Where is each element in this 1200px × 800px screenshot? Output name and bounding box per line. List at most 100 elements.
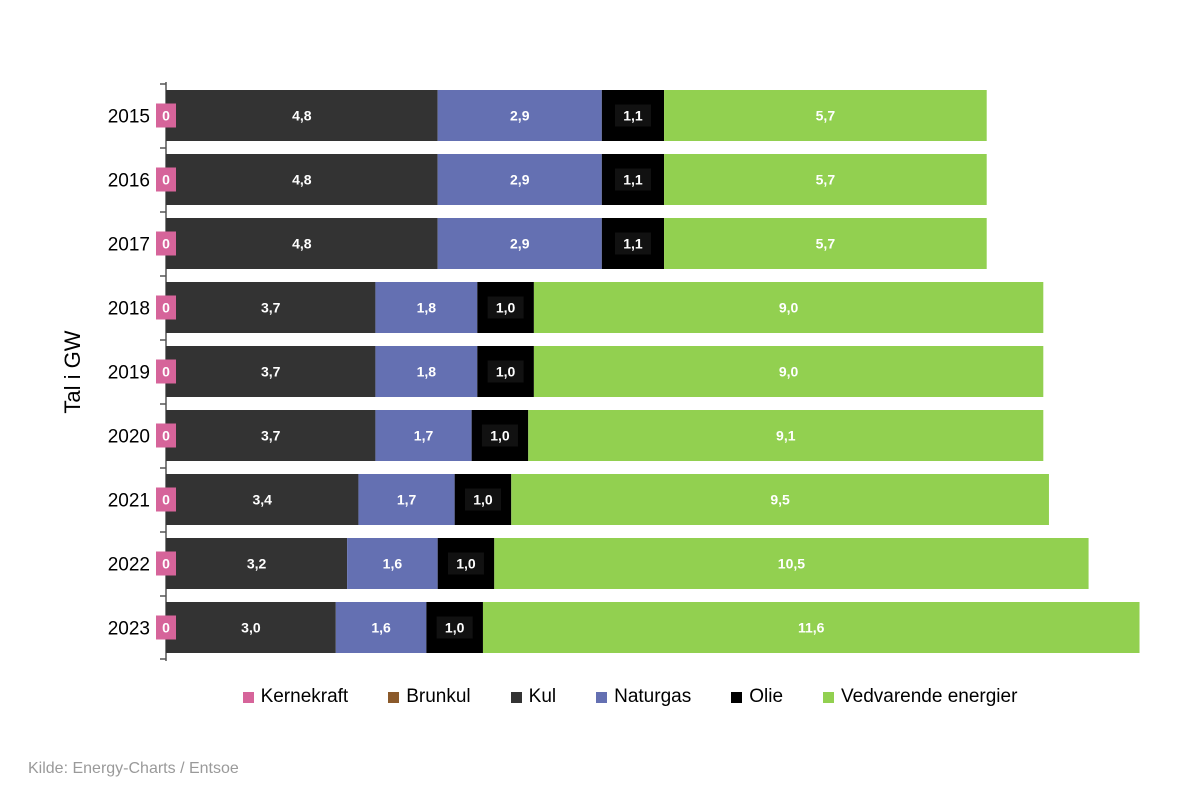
legend-swatch xyxy=(596,691,608,703)
data-label-box xyxy=(481,424,518,447)
category-label: 2018 xyxy=(108,299,150,320)
legend-label: Vedvarende energier xyxy=(841,686,1018,707)
bar-segment xyxy=(494,538,1089,589)
data-label: 1,0 xyxy=(496,364,516,380)
bar-segment xyxy=(664,218,987,269)
bar-segment xyxy=(166,154,438,205)
data-label-box xyxy=(156,487,176,512)
source-note: Kilde: Energy-Charts / Entsoe xyxy=(28,760,239,777)
bar-segment xyxy=(335,602,427,653)
data-label: 1,8 xyxy=(417,300,437,316)
data-label-box xyxy=(436,616,473,639)
legend-item: Brunkul xyxy=(388,686,471,708)
data-label: 0 xyxy=(162,620,170,636)
legend-item: Olie xyxy=(731,686,783,708)
category-label: 2017 xyxy=(108,235,150,256)
bar-segment xyxy=(166,410,376,461)
legend-item: Vedvarende energier xyxy=(823,686,1017,708)
data-label: 10,5 xyxy=(778,556,805,572)
data-label: 3,7 xyxy=(261,428,281,444)
bar-segment xyxy=(166,346,376,397)
bar-segment xyxy=(166,218,438,269)
bar-segment xyxy=(166,90,438,141)
data-label: 4,8 xyxy=(292,172,312,188)
data-label: 0 xyxy=(162,172,170,188)
legend-item: Kul xyxy=(510,686,557,708)
bar-segment xyxy=(166,282,376,333)
bar-segment xyxy=(437,218,602,269)
legend-item: Naturgas xyxy=(596,686,691,708)
bar-segment xyxy=(375,282,478,333)
legend-swatch xyxy=(388,691,400,703)
legend: Kernekraft Brunkul Kul Naturgas Olie Vedvaren… xyxy=(0,686,1200,708)
data-label: 0 xyxy=(162,300,170,316)
legend-label: Naturgas xyxy=(614,686,692,707)
legend-swatch xyxy=(242,691,254,703)
legend-item: Kernekraft xyxy=(242,686,349,708)
legend-label: Olie xyxy=(749,686,784,707)
bar-segment xyxy=(664,154,987,205)
bar-segment xyxy=(511,474,1049,525)
data-label: 1,0 xyxy=(473,492,493,508)
data-label: 0 xyxy=(162,428,170,444)
bar-segment xyxy=(166,538,348,589)
data-label: 1,6 xyxy=(371,620,391,636)
data-label: 4,8 xyxy=(292,236,312,252)
data-label: 1,7 xyxy=(397,492,417,508)
data-label: 1,1 xyxy=(623,108,643,124)
data-label-box xyxy=(156,103,176,128)
data-label: 3,2 xyxy=(247,556,267,572)
data-label: 1,8 xyxy=(417,364,437,380)
data-label-box xyxy=(156,167,176,192)
bar-segment xyxy=(528,410,1044,461)
data-label: 1,0 xyxy=(456,556,476,572)
data-label: 5,7 xyxy=(816,172,836,188)
data-label: 1,0 xyxy=(490,428,510,444)
data-label: 9,5 xyxy=(770,492,790,508)
bar-segment xyxy=(166,602,336,653)
data-label: 3,7 xyxy=(261,300,281,316)
data-label: 3,7 xyxy=(261,364,281,380)
data-label-box xyxy=(156,615,176,640)
data-label-box xyxy=(464,488,501,511)
data-label: 0 xyxy=(162,492,170,508)
data-label: 0 xyxy=(162,236,170,252)
stacked-bar-chart: Tal i GW 2015 4,8 2,9 1,1 5,7 0 2016 4,8 2,9 1,1 5… xyxy=(60,82,1140,661)
bar-segment xyxy=(437,154,602,205)
category-label: 2021 xyxy=(108,491,150,512)
data-label-box xyxy=(156,423,176,448)
data-label: 1,1 xyxy=(623,236,643,252)
bar-segment xyxy=(533,346,1044,397)
category-label: 2022 xyxy=(108,555,150,576)
category-label: 2019 xyxy=(108,363,150,384)
data-label: 1,6 xyxy=(383,556,403,572)
legend-label: Brunkul xyxy=(406,686,471,707)
category-label: 2023 xyxy=(108,619,150,640)
bar-segment xyxy=(664,90,987,141)
data-label: 4,8 xyxy=(292,108,312,124)
data-label: 1,7 xyxy=(414,428,434,444)
data-label: 9,0 xyxy=(779,300,799,316)
category-label: 2015 xyxy=(108,107,150,128)
data-label: 2,9 xyxy=(510,236,530,252)
data-label-box xyxy=(487,360,524,383)
data-label-box xyxy=(156,359,176,384)
data-label: 1,0 xyxy=(445,620,465,636)
data-label: 0 xyxy=(162,364,170,380)
legend-label: Kul xyxy=(528,686,557,707)
legend-label: Kernekraft xyxy=(260,686,349,707)
data-label: 3,0 xyxy=(241,620,261,636)
data-label: 11,6 xyxy=(798,620,825,636)
data-label: 0 xyxy=(162,108,170,124)
bar-segment xyxy=(482,602,1140,653)
legend-swatch xyxy=(731,691,743,703)
bar-segment xyxy=(375,410,472,461)
bar-segment xyxy=(533,282,1044,333)
bar-segment xyxy=(437,90,602,141)
data-label: 2,9 xyxy=(510,172,530,188)
data-label: 2,9 xyxy=(510,108,530,124)
data-label: 1,0 xyxy=(496,300,516,316)
data-label: 1,1 xyxy=(623,172,643,188)
bar-segment xyxy=(166,474,359,525)
category-label: 2016 xyxy=(108,171,150,192)
